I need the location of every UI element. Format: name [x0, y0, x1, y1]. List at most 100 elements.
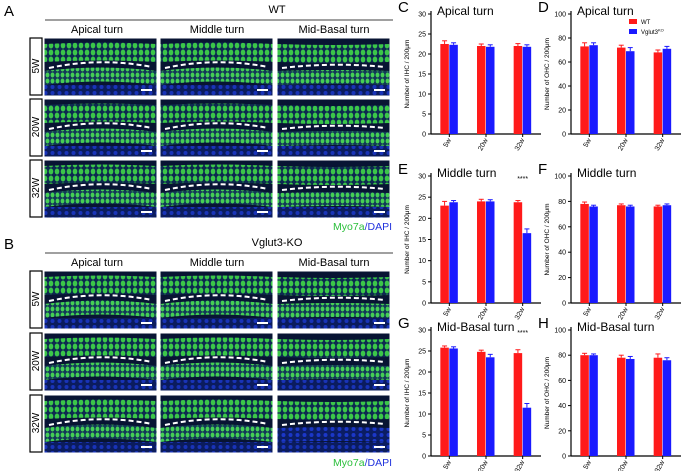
chart-title: Apical turn [577, 4, 634, 18]
wt-tile-r2-c2 [276, 159, 391, 219]
stain-myo-wt: Myo7a [333, 221, 365, 233]
panel-letter-d: D [538, 0, 549, 16]
y-axis-label: Number of OHC / 200μm [544, 357, 551, 429]
bar-ko-32w [522, 407, 532, 456]
stain-sep-wt: / [365, 221, 368, 233]
chart-title: Middle turn [437, 166, 496, 180]
ko-tile-r2-c0 [43, 394, 158, 454]
y-tick-label: 5 [422, 112, 426, 119]
y-tick-label: 0 [562, 301, 566, 308]
y-tick-label: 0 [422, 454, 426, 461]
y-tick-label: 0 [562, 132, 566, 139]
significance-stars: **** [517, 176, 528, 183]
x-tick-label: 5w [443, 306, 454, 318]
bar-ko-5w [449, 202, 458, 303]
y-tick-label: 60 [558, 378, 566, 385]
y-tick-label: 20 [418, 52, 426, 59]
y-tick-label: 25 [418, 349, 426, 356]
y-tick-label: 80 [558, 36, 566, 43]
wt-col-midbasal: Mid-Basal turn [299, 24, 370, 36]
bar-ko-20w [486, 357, 495, 456]
wt-tile-r1-c0 [43, 98, 158, 158]
wt-row-32w: 32W [31, 177, 42, 198]
bar-ko-32w [662, 360, 672, 456]
legend-label-ko: Vglut3KO [641, 28, 664, 37]
bar-ko-20w [626, 358, 635, 456]
wt-col-apical: Apical turn [71, 24, 123, 36]
wt-row-20w: 20W [31, 116, 42, 137]
x-tick-label: 32w [514, 459, 527, 471]
x-tick-label: 5w [583, 137, 594, 149]
y-axis-label: Number of IHC / 200μm [404, 205, 411, 274]
chart-title: Middle turn [577, 166, 636, 180]
y-tick-label: 10 [418, 412, 426, 419]
y-tick-label: 0 [422, 132, 426, 139]
bar-ko-32w [662, 48, 672, 134]
bar-ko-32w [522, 46, 532, 134]
y-tick-label: 100 [554, 174, 566, 181]
ko-row-labels: 5W 20W 32W [29, 270, 43, 453]
bar-ko-20w [486, 201, 495, 303]
x-tick-label: 20w [617, 459, 630, 471]
y-tick-label: 20 [558, 428, 566, 435]
ko-row-20w: 20W [31, 350, 42, 371]
y-tick-label: 20 [418, 370, 426, 377]
y-tick-label: 30 [418, 12, 426, 19]
stain-dapi-ko: DAPI [367, 457, 392, 469]
wt-tile-r2-c1 [159, 159, 274, 219]
bar-charts: C Apical turn 0 5 10 15 20 25 30 Number of IHC / … [398, 0, 681, 471]
bar-ko-5w [449, 44, 458, 134]
bar-wt-20w [617, 205, 626, 303]
chart-h: H Mid-Basal turn 0 20 40 60 80 100 Number of OHC… [538, 315, 681, 471]
bar-ko-20w [626, 51, 635, 135]
y-tick-label: 100 [554, 328, 566, 335]
y-tick-label: 0 [422, 301, 426, 308]
bar-ko-32w [522, 233, 532, 303]
wt-tile-r0-c0 [43, 37, 158, 97]
legend-swatch-ko [629, 29, 637, 34]
y-tick-label: 20 [558, 108, 566, 115]
y-tick-label: 60 [558, 60, 566, 67]
x-tick-label: 20w [477, 137, 490, 152]
y-tick-label: 15 [418, 72, 426, 79]
x-tick-label: 32w [654, 137, 667, 152]
wt-tile-r2-c0 [43, 159, 158, 219]
bar-wt-20w [617, 47, 626, 134]
y-tick-label: 30 [418, 174, 426, 181]
bar-wt-32w [513, 46, 523, 134]
chart-d: D Apical turn 0 20 40 60 80 100 Number of OHC / … [538, 0, 681, 152]
stain-sep-ko: / [365, 457, 368, 469]
chart-g: G Mid-Basal turn 0 5 10 15 20 25 30 Number of IHC… [398, 315, 541, 471]
x-tick-label: 5w [583, 306, 594, 318]
y-tick-label: 40 [558, 250, 566, 257]
x-tick-label: 32w [654, 306, 667, 321]
bar-ko-20w [486, 46, 495, 134]
ko-row-5w: 5W [31, 291, 42, 307]
x-tick-label: 32w [514, 137, 527, 152]
bar-wt-32w [653, 52, 663, 134]
chart-c: C Apical turn 0 5 10 15 20 25 30 Number of IHC / … [398, 0, 541, 152]
bar-wt-5w [440, 205, 449, 303]
bar-ko-5w [589, 45, 598, 135]
bar-wt-20w [617, 357, 626, 456]
x-tick-label: 32w [654, 459, 667, 471]
x-tick-label: 5w [443, 137, 454, 149]
panel-letter-g: G [398, 315, 410, 332]
bar-wt-32w [653, 206, 663, 303]
x-tick-label: 20w [617, 137, 630, 152]
stain-legend-wt: Myo7a/DAPI [333, 221, 392, 233]
ko-tile-r0-c1 [159, 270, 274, 330]
y-tick-label: 25 [418, 195, 426, 202]
y-tick-label: 30 [418, 328, 426, 335]
bar-ko-5w [449, 348, 458, 456]
y-tick-label: 40 [558, 84, 566, 91]
chart-title: Apical turn [437, 4, 494, 18]
bar-wt-20w [477, 351, 486, 456]
ko-tile-r0-c2 [276, 270, 391, 330]
y-tick-label: 80 [558, 199, 566, 206]
wt-col-middle: Middle turn [190, 24, 244, 36]
bar-wt-5w [580, 355, 589, 456]
bar-ko-32w [662, 205, 672, 303]
chart-f: F Middle turn 0 20 40 60 80 100 Number of OHC / … [538, 161, 681, 321]
bar-wt-5w [440, 44, 449, 134]
